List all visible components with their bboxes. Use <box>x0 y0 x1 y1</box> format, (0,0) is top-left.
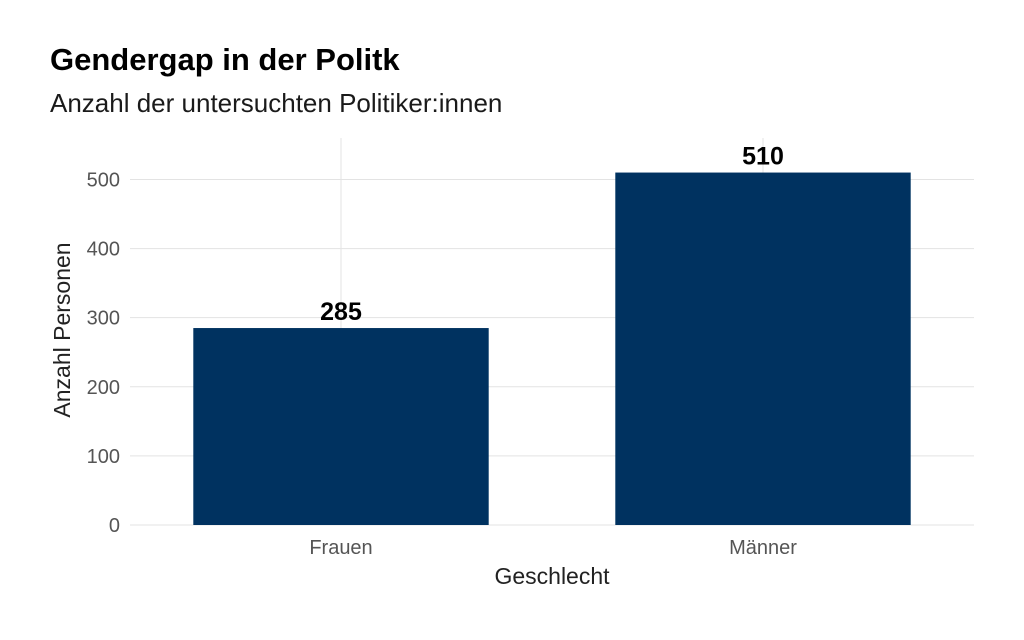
y-tick-label: 500 <box>87 169 120 191</box>
bar-frauen <box>193 328 489 525</box>
bars <box>193 172 911 525</box>
y-tick-label: 200 <box>87 377 120 399</box>
y-tick-label: 400 <box>87 239 120 261</box>
data-labels: 285 510 <box>320 143 784 326</box>
y-axis-title: Anzahl Personen <box>49 242 75 417</box>
x-tick-label: Männer <box>729 537 797 559</box>
y-tick-label: 300 <box>87 308 120 330</box>
data-label: 285 <box>320 298 362 326</box>
x-axis-title: Geschlecht <box>494 563 610 589</box>
x-axis-ticks: Frauen Männer <box>309 537 797 559</box>
chart-title: Gendergap in der Politk <box>50 42 400 77</box>
y-tick-label: 100 <box>87 446 120 468</box>
y-axis-ticks: 0 100 200 300 400 500 <box>87 169 120 537</box>
x-tick-label: Frauen <box>309 537 372 559</box>
chart-subtitle: Anzahl der untersuchten Politiker:innen <box>50 88 503 118</box>
bar-männer <box>615 172 911 525</box>
y-tick-label: 0 <box>109 515 120 537</box>
data-label: 510 <box>742 143 784 171</box>
